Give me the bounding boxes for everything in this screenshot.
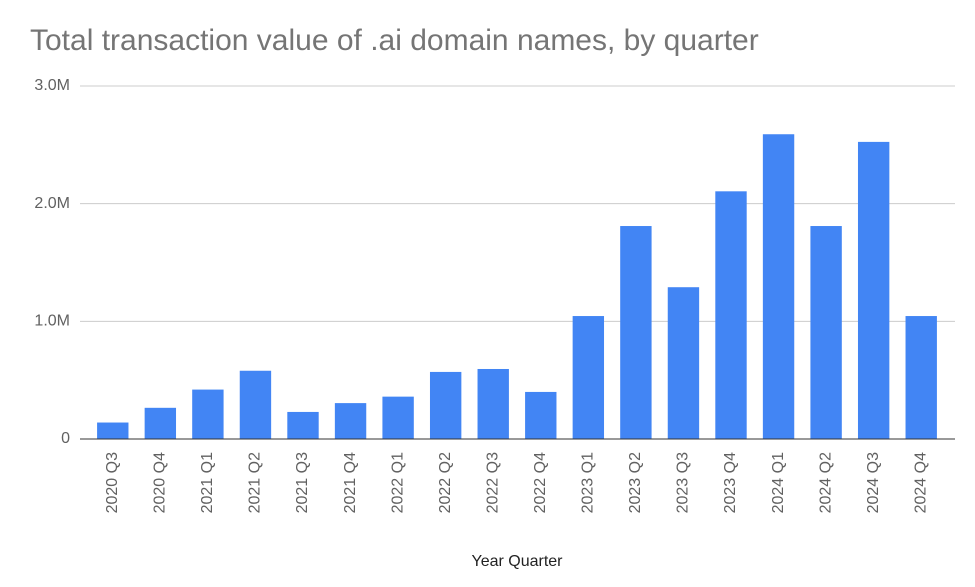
bar <box>192 389 224 439</box>
x-tick-label: 2020 Q3 <box>104 452 121 513</box>
x-axis-title: Year Quarter <box>471 553 563 570</box>
chart-title: Total transaction value of .ai domain na… <box>30 24 759 57</box>
bar <box>572 316 605 439</box>
bar <box>667 287 700 439</box>
x-tick-label: 2021 Q1 <box>199 452 216 513</box>
x-tick-label: 2022 Q4 <box>532 452 549 513</box>
x-tick-label: 2023 Q2 <box>627 452 644 513</box>
bar <box>477 368 509 439</box>
bar <box>762 134 795 439</box>
x-tick-label: 2020 Q4 <box>152 452 169 513</box>
x-tick-label: 2023 Q1 <box>580 452 597 513</box>
bar <box>144 407 177 439</box>
bar <box>334 403 367 439</box>
x-tick-label: 2021 Q3 <box>294 452 311 513</box>
y-tick-label: 0 <box>61 430 70 447</box>
bar <box>905 316 937 439</box>
x-tick-label: 2022 Q1 <box>389 452 406 513</box>
x-tick-label: 2024 Q3 <box>865 452 882 513</box>
bar <box>715 191 747 439</box>
x-tick-label: 2024 Q1 <box>770 452 787 513</box>
bar <box>620 226 652 439</box>
x-tick-label: 2023 Q4 <box>722 452 739 513</box>
y-tick-label: 2.0M <box>34 195 70 212</box>
y-tick-label: 3.0M <box>34 77 70 94</box>
x-tick-label: 2022 Q2 <box>437 452 454 513</box>
x-tick-label: 2023 Q3 <box>675 452 692 513</box>
x-tick-label: 2021 Q4 <box>342 452 359 513</box>
bar <box>287 411 319 439</box>
bar <box>857 141 890 439</box>
x-tick-label: 2021 Q2 <box>247 452 264 513</box>
x-tick-label: 2024 Q4 <box>912 452 929 513</box>
bar <box>239 370 272 439</box>
y-tick-label: 1.0M <box>34 313 70 330</box>
bar <box>525 391 557 439</box>
x-tick-label: 2022 Q3 <box>484 452 501 513</box>
bar <box>810 226 842 439</box>
bar <box>429 371 462 439</box>
x-tick-label: 2024 Q2 <box>817 452 834 513</box>
bar <box>382 396 414 439</box>
bar <box>97 422 129 439</box>
